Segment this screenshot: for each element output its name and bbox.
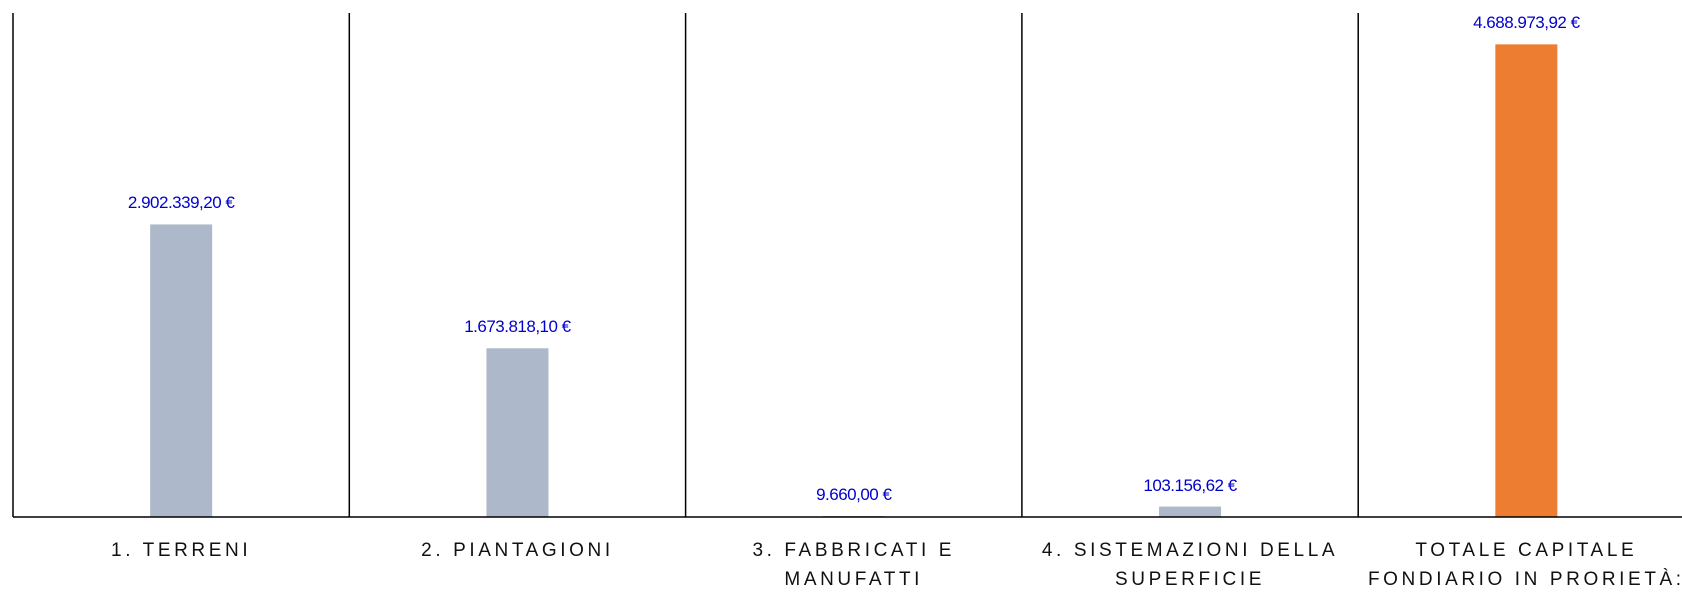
x-tick-label: 2. PIANTAGIONI xyxy=(421,540,614,561)
bar xyxy=(150,224,213,517)
value-label: 103.156,62 € xyxy=(1143,475,1237,495)
value-label: 9.660,00 € xyxy=(816,485,892,505)
x-tick-label: 3. FABBRICATI E MANUFATTI xyxy=(752,540,955,590)
value-label: 2.902.339,20 € xyxy=(127,193,235,213)
x-tick-label: 4. SISTEMAZIONI DELLA SUPERFICIE xyxy=(1041,540,1339,590)
value-label: 4.688.973,92 € xyxy=(1473,13,1580,33)
x-tick-label: TOTALE CAPITALE FONDIARIO IN PRORIETÀ: xyxy=(1367,540,1682,590)
bar xyxy=(1159,506,1222,517)
bar xyxy=(486,348,549,517)
bar xyxy=(1495,44,1558,517)
value-label: 1.673.818,10 € xyxy=(464,317,571,337)
x-tick-label: 1. TERRENI xyxy=(111,540,252,561)
